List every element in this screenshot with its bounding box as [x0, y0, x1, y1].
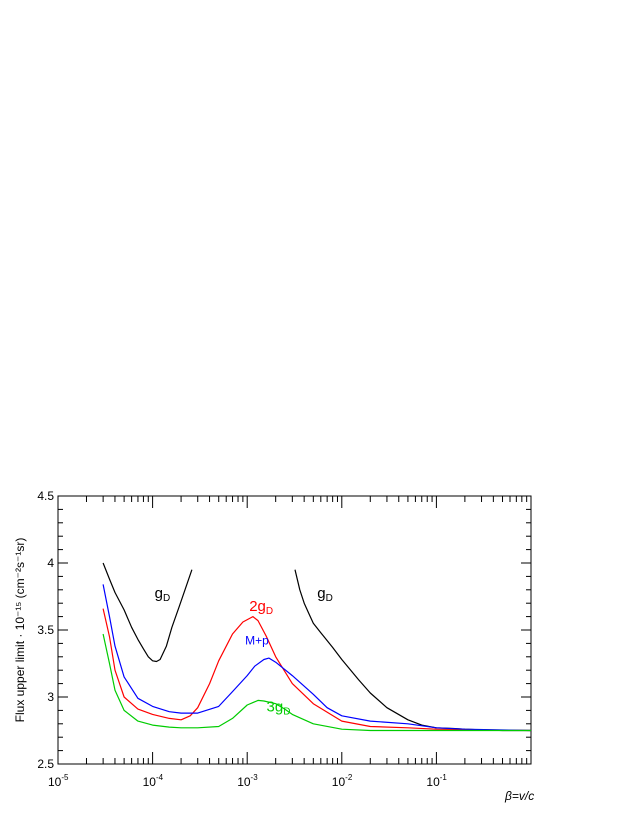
- curve-label: 3gD: [267, 699, 291, 718]
- y-tick-label: 4.5: [37, 489, 54, 503]
- y-axis-label: Flux upper limit · 10⁻¹⁵ (cm⁻²s⁻¹sr): [13, 538, 27, 723]
- curve-labels: gD gD 2gD M+p 3gD: [155, 585, 333, 718]
- x-tick-label: 10-3: [237, 773, 258, 789]
- y-tick-label: 4: [47, 556, 54, 570]
- x-tick-label: 10-2: [332, 773, 353, 789]
- curve-label: M+p: [245, 634, 269, 648]
- y-tick-label: 3: [47, 690, 54, 704]
- curve-label: gD: [317, 585, 333, 604]
- y-tick-label: 3.5: [37, 623, 54, 637]
- x-tick-label: 10-1: [426, 773, 447, 789]
- y-tick-label: 2.5: [37, 757, 54, 771]
- series-line-3: [102, 584, 532, 732]
- x-tick-label: 10-4: [143, 773, 164, 789]
- x-tick-label: 10-5: [48, 773, 69, 789]
- series-line-2: [102, 608, 532, 732]
- series-line-4: [102, 633, 531, 732]
- series-line-0: [102, 562, 193, 663]
- x-axis-label: β=v/c: [504, 789, 534, 803]
- axis-ticks: 2.5 3 3.5 4 4.5 10-5 10-4 10-3 10-2 10-1: [37, 489, 531, 789]
- curve-label: gD: [155, 585, 171, 604]
- curves: [102, 562, 532, 732]
- curve-label: 2gD: [249, 598, 273, 617]
- plot-frame: [57, 495, 532, 765]
